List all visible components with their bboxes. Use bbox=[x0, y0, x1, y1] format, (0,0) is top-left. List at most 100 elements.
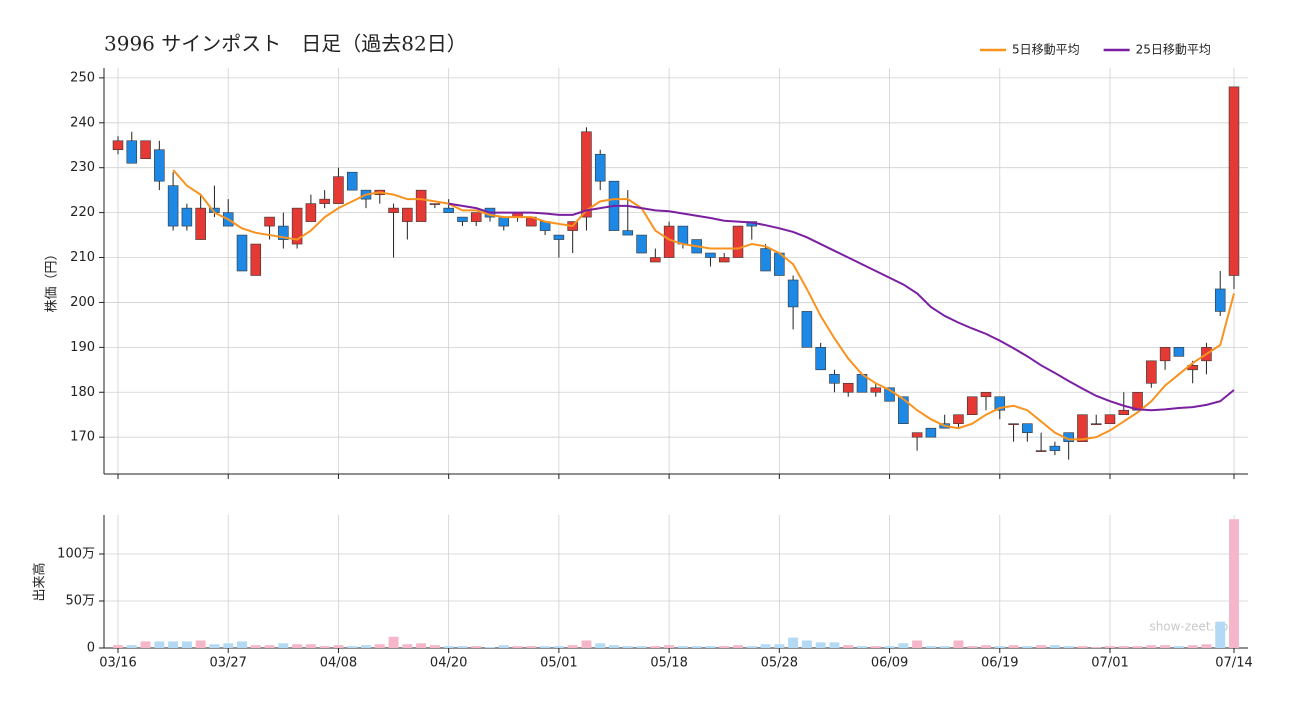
volume-bar bbox=[994, 646, 1005, 648]
candle-body bbox=[291, 207, 303, 245]
candle-body bbox=[980, 391, 992, 398]
y-tick-label: 0 bbox=[87, 641, 95, 656]
moving-average-line bbox=[448, 202, 1235, 412]
candle-body bbox=[553, 234, 565, 240]
candle-body bbox=[622, 230, 634, 236]
legend-label: 25日移動平均 bbox=[1136, 43, 1211, 57]
y-tick-label: 240 bbox=[70, 115, 95, 130]
candle-body bbox=[994, 396, 1006, 411]
y-tick-label: 220 bbox=[70, 205, 95, 220]
volume-bar bbox=[981, 645, 991, 648]
candle-body bbox=[415, 189, 427, 222]
volume-bar bbox=[691, 646, 702, 648]
volume-bar bbox=[305, 644, 316, 648]
candle-body bbox=[911, 432, 923, 438]
x-tick-label: 07/01 bbox=[1091, 656, 1128, 671]
volume-bar bbox=[801, 640, 812, 648]
volume-bar bbox=[870, 646, 881, 648]
x-tick-label: 04/20 bbox=[430, 656, 467, 671]
volume-bar bbox=[1008, 645, 1019, 648]
volume-bar bbox=[884, 646, 895, 648]
volume-bar bbox=[1187, 645, 1198, 648]
candle-body bbox=[181, 207, 193, 227]
volume-bar bbox=[388, 636, 399, 648]
candle-body bbox=[167, 185, 179, 227]
candle-body bbox=[278, 225, 289, 240]
volume-bar bbox=[1022, 646, 1033, 648]
candle-body bbox=[429, 203, 441, 205]
volume-bar bbox=[719, 646, 730, 648]
volume-bar bbox=[843, 645, 854, 648]
volume-bar bbox=[457, 646, 468, 648]
candle-body bbox=[650, 257, 661, 263]
volume-bar bbox=[250, 645, 261, 648]
watermark: show-zeet.com bbox=[1149, 620, 1240, 634]
volume-bar bbox=[209, 644, 220, 648]
y-tick-label: 180 bbox=[70, 385, 95, 400]
volume-bar bbox=[774, 644, 785, 648]
candle-body bbox=[1090, 423, 1102, 425]
volume-bar bbox=[526, 646, 537, 648]
candle-body bbox=[305, 203, 317, 222]
candle-body bbox=[1035, 450, 1047, 452]
candle-body bbox=[112, 140, 124, 151]
candle-body bbox=[705, 252, 716, 258]
candle-body bbox=[1118, 409, 1130, 416]
volume-bar bbox=[1063, 646, 1074, 648]
volume-bar bbox=[553, 646, 564, 648]
x-tick-label: 05/18 bbox=[650, 656, 687, 671]
candle-body bbox=[925, 427, 937, 438]
volume-bar bbox=[746, 646, 757, 648]
candle-body bbox=[898, 396, 909, 424]
volume-bar bbox=[857, 646, 867, 648]
volume-bar bbox=[416, 643, 427, 648]
volume-bar bbox=[677, 646, 688, 648]
candle-body bbox=[140, 140, 151, 160]
x-tick-label: 06/19 bbox=[981, 656, 1018, 671]
x-tick-label: 06/09 bbox=[871, 656, 908, 671]
volume-bar bbox=[705, 646, 716, 648]
volume-bar bbox=[154, 641, 165, 648]
candle-body bbox=[801, 311, 813, 348]
candle-body bbox=[1022, 423, 1033, 433]
candle-body bbox=[870, 387, 882, 393]
candle-body bbox=[498, 216, 510, 227]
volume-bar bbox=[264, 645, 275, 648]
volume-bar bbox=[237, 641, 247, 648]
candle-body bbox=[154, 149, 165, 182]
candle-body bbox=[470, 212, 482, 222]
volume-bar bbox=[1215, 621, 1226, 648]
candle-body bbox=[443, 207, 454, 213]
y-tick-label: 200 bbox=[70, 295, 95, 310]
volume-bar bbox=[140, 641, 151, 648]
volume-bar bbox=[1229, 519, 1239, 648]
candle-body bbox=[457, 216, 468, 222]
volume-bar bbox=[829, 642, 840, 648]
volume-bar bbox=[788, 637, 799, 648]
candle-body bbox=[264, 216, 275, 227]
volume-bar bbox=[939, 646, 950, 648]
volume-bar bbox=[733, 645, 743, 648]
candle-body bbox=[581, 131, 592, 218]
volume-bar bbox=[967, 646, 978, 648]
y-axis-label: 株価（円） bbox=[45, 247, 60, 312]
candle-body bbox=[1104, 414, 1116, 424]
candle-body bbox=[333, 176, 344, 204]
y-tick-label: 50万 bbox=[65, 594, 95, 609]
x-tick-label: 03/27 bbox=[209, 656, 246, 671]
volume-bar bbox=[402, 644, 413, 648]
volume-bar bbox=[815, 642, 826, 648]
volume-bar bbox=[567, 645, 578, 648]
volume-bar bbox=[760, 644, 771, 648]
volume-bar bbox=[168, 641, 179, 648]
candle-body bbox=[718, 257, 730, 263]
volume-bar bbox=[1146, 645, 1157, 648]
y-axis-label: 出来高 bbox=[32, 562, 48, 601]
candle-body bbox=[884, 387, 895, 402]
volume-bar bbox=[595, 643, 606, 648]
volume-bar bbox=[1201, 644, 1212, 648]
candle-body bbox=[732, 225, 744, 258]
volume-bar bbox=[636, 646, 647, 648]
